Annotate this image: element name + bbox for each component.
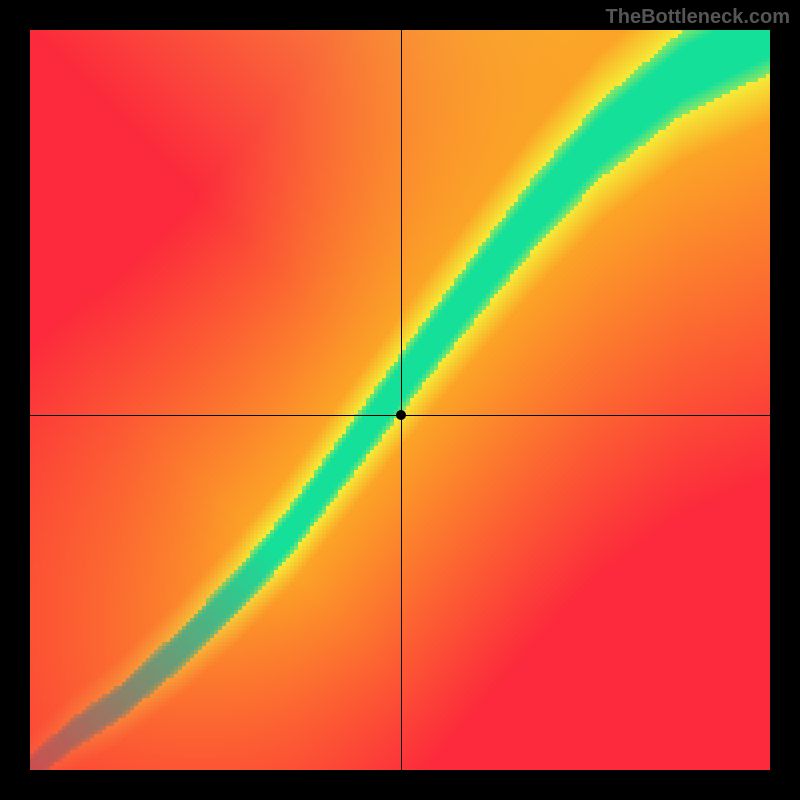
- crosshair-marker: [396, 410, 406, 420]
- heatmap-canvas: [30, 30, 770, 770]
- watermark: TheBottleneck.com: [606, 6, 790, 29]
- crosshair-vertical: [401, 30, 402, 770]
- plot-frame: [30, 30, 770, 770]
